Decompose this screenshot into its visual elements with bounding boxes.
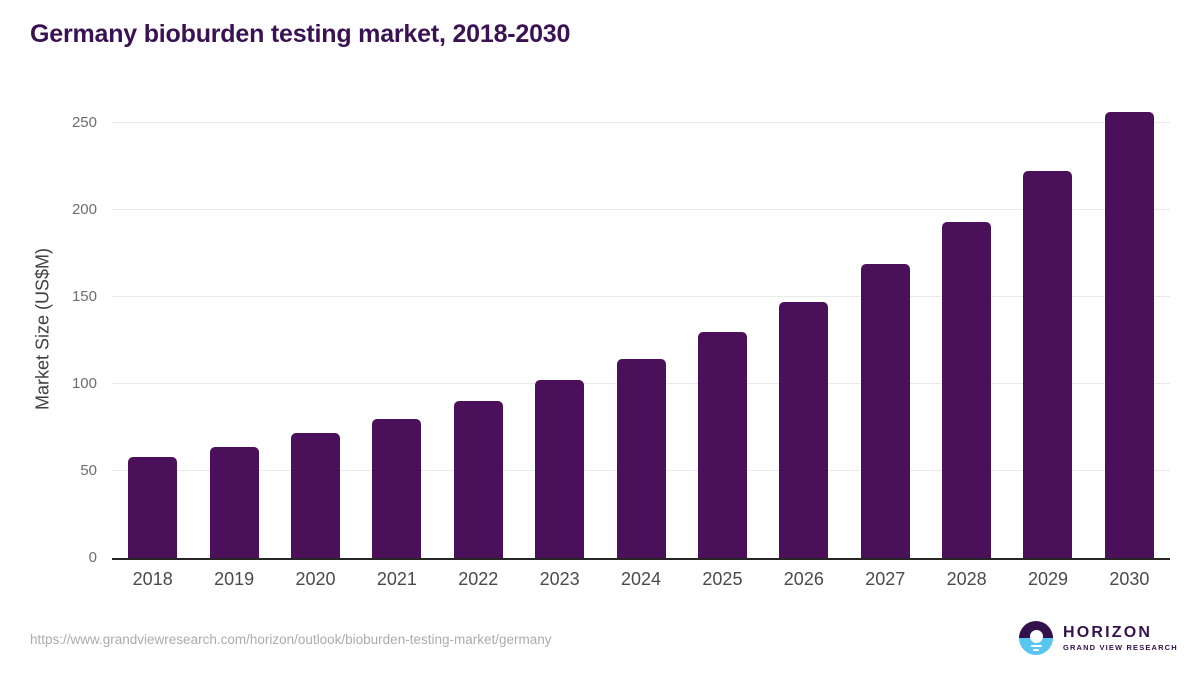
sun-reflection-line — [1030, 645, 1042, 647]
gridline-250 — [112, 121, 1170, 123]
bar-column-2020 — [275, 100, 356, 558]
bar-column-2023 — [519, 100, 600, 558]
y-axis-label: Market Size (US$M) — [32, 247, 53, 411]
x-tick-label-2030: 2030 — [1109, 569, 1150, 589]
x-tick-label-2029: 2029 — [1027, 569, 1069, 589]
bar-column-2029 — [1007, 100, 1088, 558]
x-tick-label-2023: 2023 — [539, 569, 580, 589]
bar-column-2028 — [926, 100, 1007, 558]
bar-column-2026 — [763, 100, 844, 558]
source-url: https://www.grandviewresearch.com/horizo… — [30, 632, 552, 647]
x-axis-labels: 2018 2019 2020 2021 2022 2023 2024 2025 2026 2027… — [112, 569, 1170, 590]
x-tick-label-2025: 2025 — [702, 569, 743, 589]
sun-circle — [1029, 630, 1043, 643]
bar-2029 — [1023, 171, 1073, 558]
y-tick-label-200: 200 — [71, 200, 97, 218]
sun-reflection-line — [1033, 649, 1039, 651]
bar-2020 — [290, 432, 340, 558]
x-axis-line — [112, 558, 1170, 560]
y-tick-label-50: 50 — [80, 461, 97, 479]
x-tick-label-2027: 2027 — [865, 569, 906, 589]
x-tick-label-2026: 2026 — [783, 569, 824, 589]
bar-column-2030 — [1089, 100, 1170, 558]
logo-brand: HORIZON — [1063, 624, 1153, 641]
bar-column-2022 — [438, 100, 519, 558]
bar-2019 — [209, 446, 259, 558]
x-tick-label-2022: 2022 — [458, 569, 499, 589]
bar-2022 — [453, 401, 503, 558]
y-tick-label-100: 100 — [71, 374, 97, 392]
bar-column-2027 — [845, 100, 926, 558]
bar-2023 — [535, 380, 585, 558]
bar-column-2025 — [682, 100, 763, 558]
page-title: Germany bioburden testing market, 2018-2… — [30, 20, 571, 48]
bar-2026 — [779, 302, 829, 558]
bar-2025 — [697, 331, 747, 558]
gridline-200 — [112, 208, 1170, 210]
bar-column-2018 — [112, 100, 193, 558]
bar-2030 — [1104, 112, 1154, 558]
y-tick-label-0: 0 — [88, 549, 97, 566]
x-tick-label-2021: 2021 — [376, 569, 417, 589]
x-tick-label-2028: 2028 — [946, 569, 987, 589]
y-tick-label-250: 250 — [71, 113, 97, 131]
bar-column-2024 — [600, 100, 681, 558]
x-tick-label-2020: 2020 — [295, 569, 336, 589]
x-tick-label-2019: 2019 — [214, 569, 255, 589]
bars-row — [112, 100, 1170, 558]
bar-column-2019 — [193, 100, 274, 558]
y-tick-label-150: 150 — [71, 287, 97, 305]
logo-text: HORIZON GRAND VIEW RESEARCH — [1063, 624, 1178, 652]
x-tick-label-2018: 2018 — [132, 569, 173, 589]
bar-2027 — [860, 263, 910, 558]
bar-2024 — [616, 359, 666, 558]
logo-subtitle: GRAND VIEW RESEARCH — [1063, 643, 1178, 652]
plot-area: 0 50 100 150 200 250 — [72, 100, 1170, 566]
bar-column-2021 — [356, 100, 437, 558]
gridline-150 — [112, 295, 1170, 297]
horizon-sun-icon — [1019, 621, 1053, 655]
bar-2018 — [128, 457, 178, 558]
x-tick-label-2024: 2024 — [621, 569, 662, 589]
bar-2021 — [372, 418, 422, 558]
bar-2028 — [942, 221, 992, 558]
horizon-logo: HORIZON GRAND VIEW RESEARCH — [1019, 621, 1178, 655]
